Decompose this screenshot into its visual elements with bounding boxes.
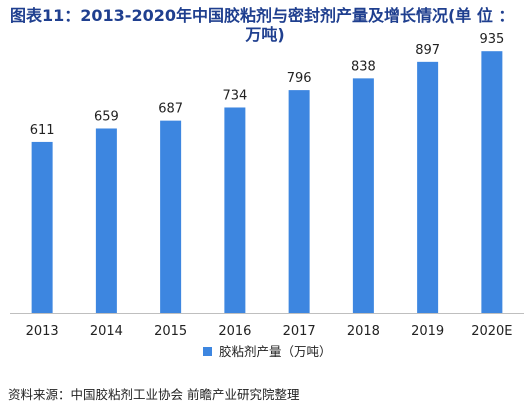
x-tick-label-2015: 2015 [154,324,187,339]
x-tick-label-2019: 2019 [411,324,444,339]
legend-swatch [203,347,212,356]
legend-label: 胶粘剂产量（万吨） [219,344,332,359]
data-label-2015: 687 [158,102,183,117]
data-label-2020E: 935 [479,32,504,47]
bar-2018 [352,78,374,313]
x-tick-label-2020E: 2020E [471,324,512,339]
bar-2013 [31,141,53,313]
data-label-2019: 897 [415,43,440,58]
data-label-2017: 796 [287,71,312,86]
x-tick-label-2018: 2018 [347,324,380,339]
chart-title: 图表11：2013-2020年中国胶粘剂与密封剂产量及增长情况(单 位 ： 万吨… [10,6,520,44]
data-label-2016: 734 [222,88,247,103]
bar-2019 [417,61,439,314]
data-label-2014: 659 [94,109,119,124]
bar-2015 [160,120,182,313]
chart-title-line2: 万吨) [245,25,285,44]
chart-title-line1: 图表11：2013-2020年中国胶粘剂与密封剂产量及增长情况(单 位 ： [10,6,515,25]
data-label-2018: 838 [351,59,376,74]
source-note: 资料来源：中国胶粘剂工业协会 前瞻产业研究院整理 [8,387,300,402]
data-label-2013: 611 [30,123,55,138]
x-tick-label-2014: 2014 [90,324,123,339]
x-tick-label-2016: 2016 [218,324,251,339]
x-tick-label-2017: 2017 [283,324,316,339]
x-tick-label-2013: 2013 [26,324,59,339]
bar-2020E [481,51,503,313]
bar-2014 [95,128,117,313]
bar-2017 [288,90,310,314]
bar-2016 [224,107,246,313]
